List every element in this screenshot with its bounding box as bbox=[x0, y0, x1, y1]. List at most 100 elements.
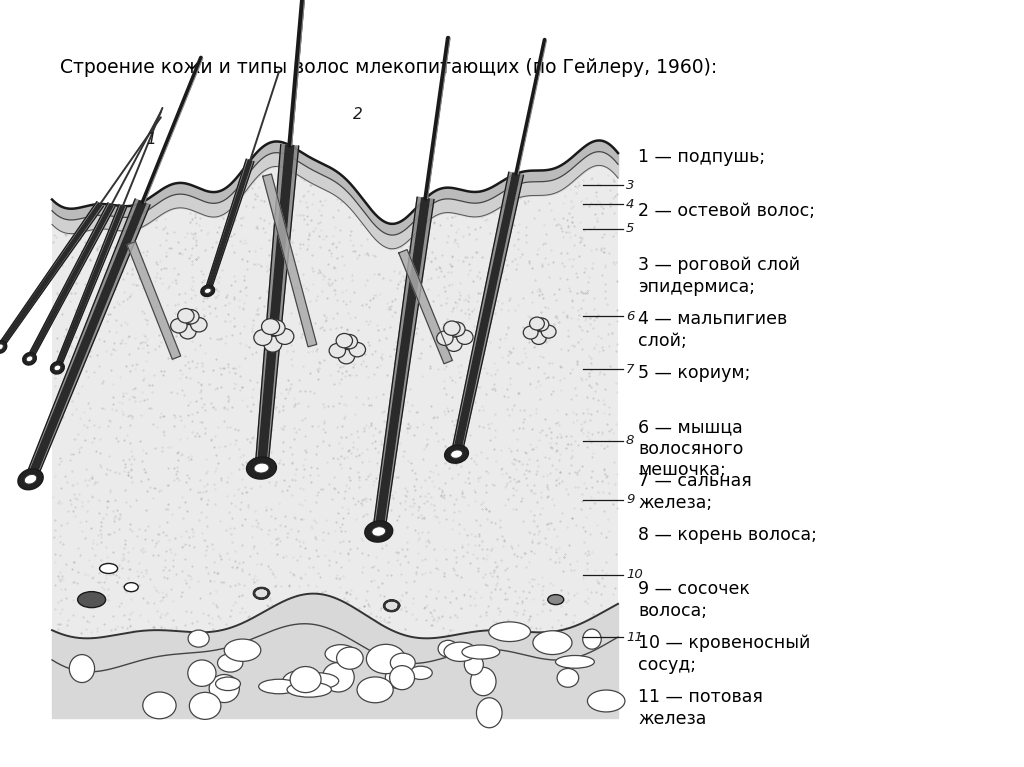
Ellipse shape bbox=[296, 673, 339, 690]
Text: 6 — мышца
волосяного
мешочка;: 6 — мышца волосяного мешочка; bbox=[638, 418, 743, 479]
Ellipse shape bbox=[25, 475, 37, 484]
Ellipse shape bbox=[457, 330, 473, 344]
Ellipse shape bbox=[532, 630, 572, 654]
Ellipse shape bbox=[50, 362, 65, 374]
Ellipse shape bbox=[583, 629, 601, 649]
Ellipse shape bbox=[99, 564, 118, 574]
Ellipse shape bbox=[283, 670, 316, 693]
Polygon shape bbox=[257, 590, 266, 597]
Ellipse shape bbox=[171, 318, 187, 333]
Ellipse shape bbox=[275, 328, 294, 344]
Ellipse shape bbox=[438, 640, 458, 657]
Ellipse shape bbox=[142, 692, 176, 719]
Ellipse shape bbox=[451, 450, 463, 458]
Ellipse shape bbox=[254, 463, 269, 473]
Text: Строение кожи и типы волос млекопитающих (по Гейлеру, 1960):: Строение кожи и типы волос млекопитающих… bbox=[60, 58, 717, 77]
Ellipse shape bbox=[338, 350, 354, 364]
Polygon shape bbox=[255, 144, 299, 469]
Ellipse shape bbox=[259, 680, 299, 694]
Ellipse shape bbox=[357, 677, 393, 703]
Ellipse shape bbox=[337, 647, 364, 670]
Polygon shape bbox=[257, 145, 294, 469]
Ellipse shape bbox=[409, 667, 432, 680]
Polygon shape bbox=[0, 202, 103, 348]
Ellipse shape bbox=[470, 667, 496, 696]
Text: 2 — остевой волос;: 2 — остевой волос; bbox=[638, 202, 815, 220]
Ellipse shape bbox=[444, 642, 477, 661]
Ellipse shape bbox=[341, 334, 357, 349]
Ellipse shape bbox=[555, 656, 594, 668]
Ellipse shape bbox=[187, 660, 216, 686]
Ellipse shape bbox=[329, 344, 345, 358]
Text: 4: 4 bbox=[626, 198, 635, 210]
Ellipse shape bbox=[445, 337, 462, 351]
Ellipse shape bbox=[290, 667, 322, 693]
Polygon shape bbox=[454, 173, 519, 455]
Ellipse shape bbox=[488, 622, 530, 641]
Text: 7: 7 bbox=[626, 363, 635, 376]
Ellipse shape bbox=[0, 344, 3, 350]
Polygon shape bbox=[205, 160, 254, 291]
Text: 10 — кровеносный
сосуд;: 10 — кровеносный сосуд; bbox=[638, 634, 810, 673]
Text: 7 — сальная
железа;: 7 — сальная железа; bbox=[638, 472, 752, 512]
Text: 5 — кориум;: 5 — кориум; bbox=[638, 364, 751, 382]
Polygon shape bbox=[27, 203, 115, 360]
Ellipse shape bbox=[27, 356, 33, 362]
Ellipse shape bbox=[188, 630, 209, 647]
Text: 9 — сосочек
волоса;: 9 — сосочек волоса; bbox=[638, 580, 750, 620]
Polygon shape bbox=[26, 199, 150, 482]
Polygon shape bbox=[52, 95, 618, 224]
Ellipse shape bbox=[476, 698, 502, 728]
Text: 5: 5 bbox=[626, 222, 635, 235]
Ellipse shape bbox=[588, 690, 625, 712]
Text: 1 — подпушь;: 1 — подпушь; bbox=[638, 148, 765, 166]
Polygon shape bbox=[28, 201, 145, 481]
Text: 2: 2 bbox=[352, 107, 362, 123]
Ellipse shape bbox=[367, 644, 406, 673]
Ellipse shape bbox=[264, 336, 282, 352]
Bar bbox=[52, 95, 618, 718]
Ellipse shape bbox=[372, 527, 386, 536]
Ellipse shape bbox=[17, 469, 43, 490]
Ellipse shape bbox=[254, 330, 271, 345]
Ellipse shape bbox=[267, 320, 285, 336]
Ellipse shape bbox=[323, 663, 354, 692]
Ellipse shape bbox=[531, 331, 546, 344]
Ellipse shape bbox=[224, 639, 261, 661]
Text: 10: 10 bbox=[626, 568, 643, 581]
Text: 11: 11 bbox=[626, 630, 643, 644]
Polygon shape bbox=[263, 174, 316, 347]
Polygon shape bbox=[55, 205, 126, 369]
Ellipse shape bbox=[325, 645, 356, 663]
Text: 8: 8 bbox=[626, 434, 635, 447]
Polygon shape bbox=[0, 203, 101, 348]
Ellipse shape bbox=[385, 667, 411, 689]
Polygon shape bbox=[28, 204, 113, 360]
Ellipse shape bbox=[535, 318, 549, 331]
Ellipse shape bbox=[209, 674, 240, 703]
Ellipse shape bbox=[542, 325, 556, 338]
Text: 1: 1 bbox=[146, 133, 156, 147]
Text: 3 — роговой слой
эпидермиса;: 3 — роговой слой эпидермиса; bbox=[638, 256, 800, 295]
Ellipse shape bbox=[462, 645, 500, 659]
Ellipse shape bbox=[217, 653, 243, 672]
Polygon shape bbox=[387, 603, 396, 609]
Text: 6: 6 bbox=[626, 310, 635, 323]
Polygon shape bbox=[373, 197, 434, 532]
Ellipse shape bbox=[365, 521, 392, 542]
Ellipse shape bbox=[287, 682, 332, 697]
Ellipse shape bbox=[201, 285, 215, 297]
Ellipse shape bbox=[182, 310, 199, 324]
Ellipse shape bbox=[261, 318, 280, 334]
Ellipse shape bbox=[70, 654, 94, 683]
Ellipse shape bbox=[23, 353, 36, 365]
Polygon shape bbox=[206, 160, 252, 291]
Ellipse shape bbox=[179, 324, 196, 339]
Ellipse shape bbox=[444, 445, 468, 463]
Polygon shape bbox=[452, 173, 523, 455]
Ellipse shape bbox=[443, 321, 460, 335]
Ellipse shape bbox=[449, 322, 465, 337]
Ellipse shape bbox=[436, 331, 453, 345]
Ellipse shape bbox=[464, 654, 483, 675]
Ellipse shape bbox=[190, 318, 207, 332]
